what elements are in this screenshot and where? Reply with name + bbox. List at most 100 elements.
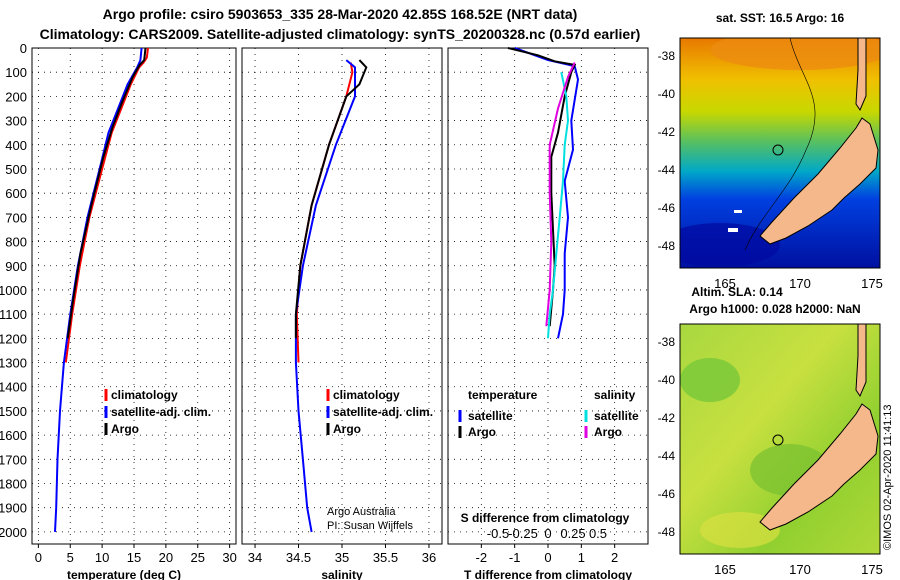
sla-patch-3 bbox=[700, 512, 780, 548]
legend-label-0: climatology bbox=[111, 388, 178, 402]
x2-tick-label: 0.25 bbox=[560, 526, 585, 541]
sst-isobath bbox=[744, 38, 816, 251]
series-line-2-3 bbox=[545, 62, 576, 327]
panel-frame-1 bbox=[241, 47, 443, 545]
sst-cold-patch bbox=[680, 223, 780, 267]
y-tick-label: 1900 bbox=[0, 501, 27, 516]
series-line-1-1 bbox=[294, 59, 356, 533]
x2-tick-label: 0.5 bbox=[589, 526, 607, 541]
sla-map-frame bbox=[679, 323, 881, 555]
y-tick-label: 1500 bbox=[0, 404, 27, 419]
y-tick-label: 1800 bbox=[0, 477, 27, 492]
y-tick-label: 2000 bbox=[0, 525, 27, 540]
map-y-tick-1: -46 bbox=[658, 201, 676, 215]
map-x-tick-1: 175 bbox=[861, 276, 883, 291]
diff-legend-label: Argo bbox=[468, 425, 496, 439]
diff-legend-label: satellite bbox=[468, 409, 513, 423]
map-y-tick-2: -44 bbox=[658, 449, 676, 463]
x-tick-label-2: 2 bbox=[611, 550, 618, 565]
figure-title-line1: Argo profile: csiro 5903653_335 28-Mar-2… bbox=[102, 6, 578, 22]
map-x-tick-1: 170 bbox=[789, 276, 811, 291]
y-tick-label: 400 bbox=[5, 138, 27, 153]
y-tick-label: 1100 bbox=[0, 307, 27, 322]
map-y-tick-1: -40 bbox=[658, 87, 676, 101]
series-line-1-2 bbox=[294, 59, 368, 339]
x-tick-label-0: 20 bbox=[159, 550, 173, 565]
diff-legend-label: Argo bbox=[594, 425, 622, 439]
x-tick-label-2: 1 bbox=[578, 550, 585, 565]
sst-argo-marker bbox=[772, 144, 784, 156]
x2-axis-label: S difference from climatology bbox=[461, 511, 630, 525]
attribution-text: Argo Australia bbox=[327, 506, 396, 518]
map-y-tick-1: -38 bbox=[658, 49, 676, 63]
map-y-tick-2: -48 bbox=[658, 525, 676, 539]
sst-nz-land bbox=[759, 117, 879, 245]
sst-map-frame bbox=[679, 37, 881, 269]
map-x-tick-2: 170 bbox=[789, 562, 811, 577]
legend-heading-temperature: temperature bbox=[468, 388, 538, 402]
x2-tick-label: 0 bbox=[544, 526, 551, 541]
map-x-tick-2: 175 bbox=[861, 562, 883, 577]
x-tick-label-0: 0 bbox=[35, 550, 42, 565]
sst-nz-north bbox=[855, 38, 867, 112]
x-tick-label-0: 15 bbox=[127, 550, 141, 565]
legend-label-1: climatology bbox=[333, 388, 400, 402]
map-y-tick-1: -42 bbox=[658, 125, 676, 139]
figure-title-line2: Climatology: CARS2009. Satellite-adjuste… bbox=[39, 26, 641, 42]
x-axis-label-2: T difference from climatology bbox=[464, 568, 632, 580]
diff-legend-label: satellite bbox=[594, 409, 639, 423]
sla-map-title-2: Argo h1000: 0.028 h2000: NaN bbox=[689, 302, 860, 316]
y-tick-label: 1600 bbox=[0, 428, 27, 443]
x-tick-label-0: 5 bbox=[67, 550, 74, 565]
x-tick-label-0: 25 bbox=[191, 550, 205, 565]
x-tick-label-2: -2 bbox=[476, 550, 488, 565]
x-tick-label-1: 35.5 bbox=[373, 550, 398, 565]
y-tick-label: 200 bbox=[5, 89, 27, 104]
y-tick-label: 1400 bbox=[0, 380, 27, 395]
x-tick-label-2: -1 bbox=[509, 550, 521, 565]
copyright-label: ©IMOS 02-Apr-2020 11:41:13 bbox=[882, 405, 894, 550]
x2-tick-label: -0.5 bbox=[487, 526, 509, 541]
map-x-tick-1: 165 bbox=[714, 276, 736, 291]
legend-label-1: satellite-adj. clim. bbox=[333, 405, 433, 419]
sst-cloud-1 bbox=[728, 228, 738, 232]
x-tick-label-1: 34.5 bbox=[286, 550, 311, 565]
map-y-tick-1: -44 bbox=[658, 163, 676, 177]
x-tick-label-1: 36 bbox=[422, 550, 436, 565]
series-line-0-0 bbox=[64, 47, 149, 363]
x-axis-label-0: temperature (deg C) bbox=[67, 568, 181, 580]
attribution-text: PI: Susan Wijffels bbox=[327, 520, 413, 532]
legend-label-0: Argo bbox=[111, 422, 139, 436]
y-tick-label: 1700 bbox=[0, 452, 27, 467]
sla-argo-marker bbox=[772, 434, 784, 446]
sst-cloud-2 bbox=[734, 210, 742, 213]
y-tick-label: 800 bbox=[5, 235, 27, 250]
x-tick-label-0: 10 bbox=[95, 550, 109, 565]
x-tick-label-1: 34 bbox=[248, 550, 262, 565]
y-tick-label: 600 bbox=[5, 186, 27, 201]
legend-label-0: satellite-adj. clim. bbox=[111, 405, 211, 419]
y-tick-label: 0 bbox=[20, 41, 27, 56]
sla-patch-1 bbox=[680, 358, 740, 402]
map-x-tick-2: 165 bbox=[714, 562, 736, 577]
y-tick-label: 1300 bbox=[0, 356, 27, 371]
panel-frame-0 bbox=[31, 47, 237, 545]
y-tick-label: 100 bbox=[5, 65, 27, 80]
legend-label-1: Argo bbox=[333, 422, 361, 436]
map-y-tick-2: -46 bbox=[658, 487, 676, 501]
series-line-0-2 bbox=[66, 47, 147, 339]
sla-map: Altim. SLA: 0.14 Argo h1000: 0.028 h2000… bbox=[679, 285, 894, 555]
x-tick-label-1: 35 bbox=[335, 550, 349, 565]
y-tick-label: 500 bbox=[5, 162, 27, 177]
x-tick-label-2: 0 bbox=[544, 550, 551, 565]
y-tick-label: 900 bbox=[5, 259, 27, 274]
y-tick-label: 700 bbox=[5, 210, 27, 225]
y-tick-label: 300 bbox=[5, 114, 27, 129]
x-axis-label-1: salinity bbox=[321, 568, 363, 580]
legend-heading-salinity: salinity bbox=[594, 388, 636, 402]
sla-map-title-1: Altim. SLA: 0.14 bbox=[691, 285, 783, 299]
sla-nz-north bbox=[855, 324, 867, 398]
sst-map-title: sat. SST: 16.5 Argo: 16 bbox=[716, 11, 845, 25]
map-y-tick-2: -40 bbox=[658, 373, 676, 387]
